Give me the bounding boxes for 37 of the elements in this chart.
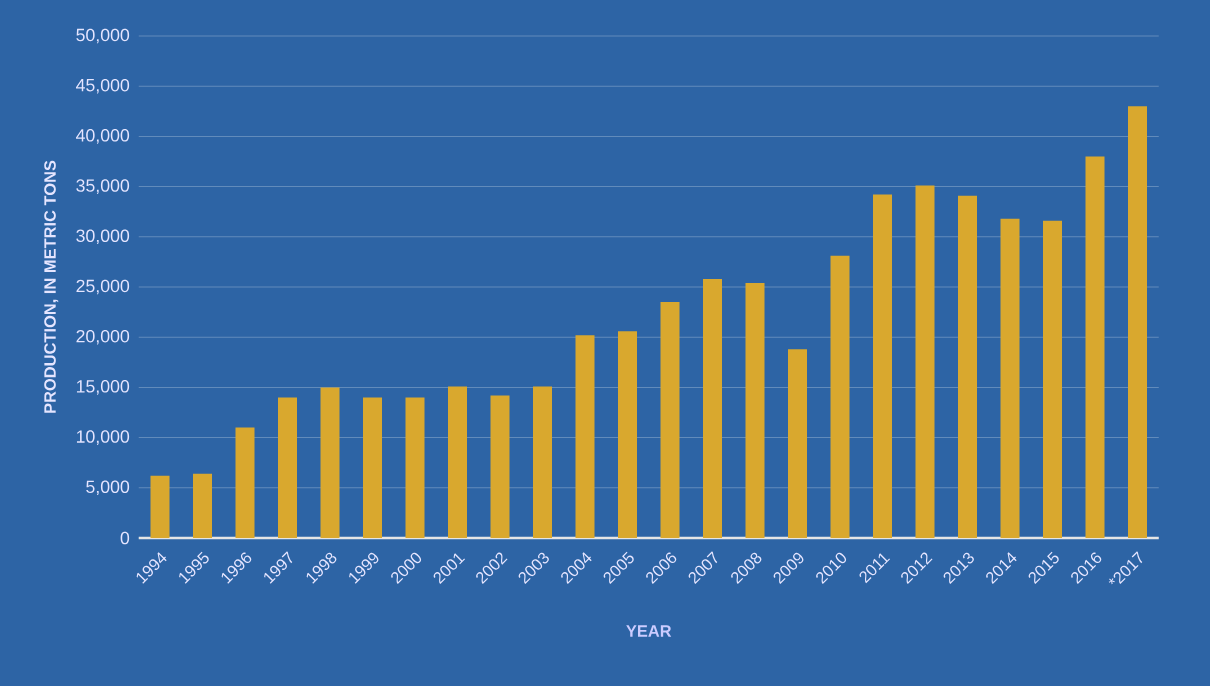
bar (1085, 156, 1105, 538)
y-tick-label: 50,000 (76, 28, 130, 44)
bar (915, 185, 935, 538)
bar (533, 386, 553, 538)
bar (490, 395, 510, 538)
bar (235, 427, 255, 538)
bar (575, 335, 595, 538)
x-axis-title: YEAR (626, 625, 672, 637)
bar (745, 282, 765, 538)
bar (448, 386, 468, 538)
bar (320, 387, 340, 538)
y-axis-title: PRODUCTION, IN METRIC TONS (44, 160, 59, 413)
bar (1043, 220, 1063, 538)
y-tick-label: 45,000 (76, 78, 130, 94)
bar (660, 302, 680, 538)
bar (703, 278, 723, 538)
y-tick-label: 10,000 (76, 430, 130, 445)
y-tick-label: 30,000 (76, 229, 130, 245)
bar (1128, 106, 1148, 538)
bar (788, 349, 808, 538)
y-tick-label: 40,000 (76, 129, 130, 144)
bar (363, 397, 383, 538)
y-tick-label: 0 (120, 531, 130, 545)
bar (873, 194, 893, 538)
bar (1000, 218, 1020, 538)
bar (405, 397, 425, 538)
y-tick-label: 5,000 (86, 480, 130, 496)
bar (618, 331, 638, 538)
bar (958, 195, 978, 538)
bar (830, 255, 850, 538)
y-tick-label: 25,000 (76, 279, 130, 295)
bar (150, 475, 170, 538)
bar (278, 397, 298, 538)
y-tick-label: 15,000 (76, 380, 130, 395)
bar (193, 473, 213, 538)
y-tick-label: 35,000 (76, 179, 130, 194)
y-tick-label: 20,000 (76, 329, 130, 345)
